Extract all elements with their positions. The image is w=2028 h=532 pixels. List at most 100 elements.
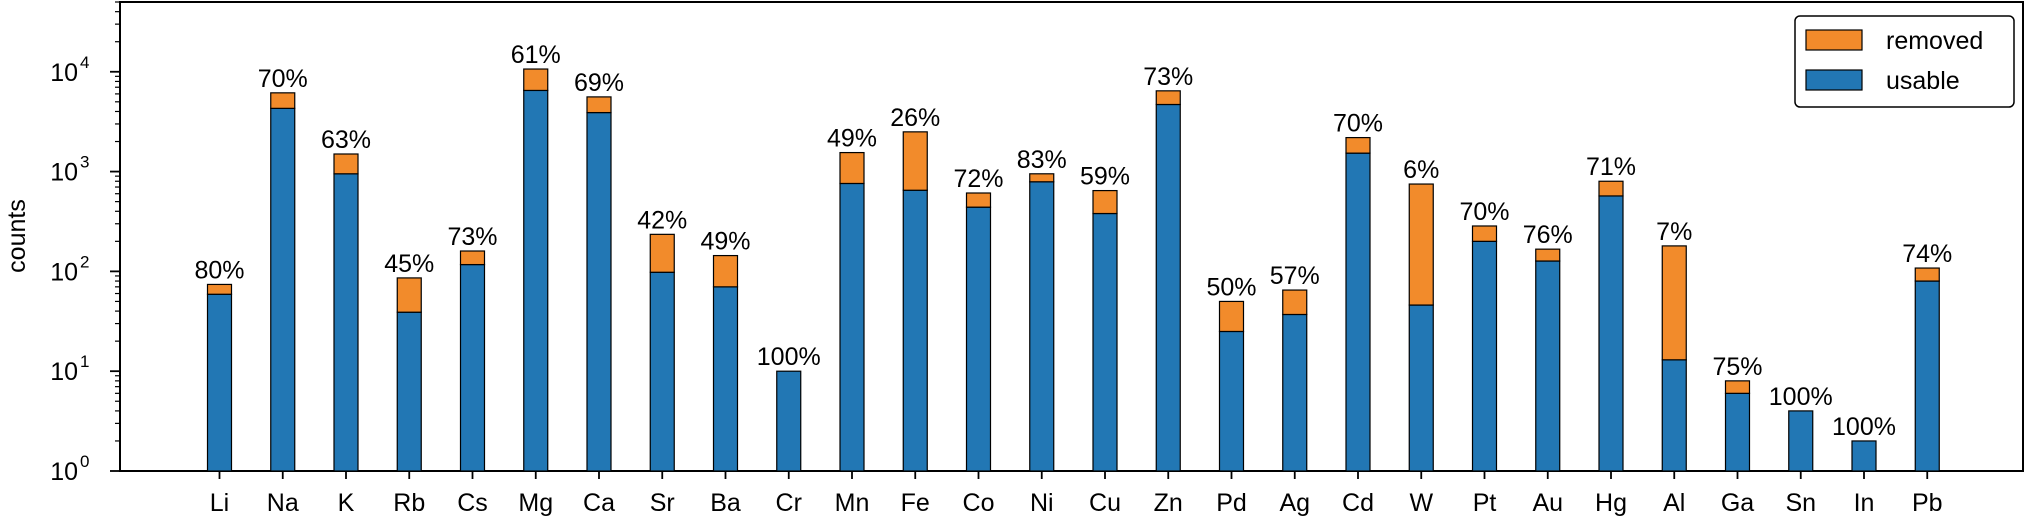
legend-label-usable: usable	[1886, 67, 1960, 95]
bar-removed-Ca	[586, 96, 612, 114]
y-tick-exponent: 0	[80, 452, 89, 471]
legend-swatch-usable	[1805, 69, 1863, 91]
bar-removed-Ag	[1282, 289, 1308, 316]
percent-label: 7%	[1656, 218, 1692, 246]
x-tick-label: Pd	[1216, 489, 1247, 517]
bar-usable-Pt	[1471, 240, 1498, 472]
percent-label: 42%	[637, 206, 687, 234]
bar-removed-Na	[270, 92, 296, 109]
bar-usable-Ni	[1029, 181, 1055, 472]
percent-label: 73%	[447, 223, 497, 251]
bar-removed-Rb	[396, 277, 422, 313]
y-tick-label: 10	[50, 358, 78, 386]
percent-label: 70%	[258, 65, 308, 93]
bar-removed-Al	[1661, 245, 1687, 361]
percent-label: 100%	[1832, 413, 1896, 441]
bar-usable-K	[333, 173, 359, 472]
percent-label: 26%	[890, 104, 940, 132]
x-tick-label: Ag	[1279, 489, 1310, 517]
bar-usable-Cr	[776, 370, 802, 472]
bar-removed-Cs	[459, 250, 486, 266]
bar-removed-W	[1408, 183, 1434, 306]
x-tick-label: Al	[1663, 489, 1685, 517]
y-tick-exponent: 3	[80, 153, 89, 172]
bar-usable-Ag	[1282, 313, 1308, 472]
percent-label: 72%	[953, 165, 1003, 193]
x-tick-label: Cu	[1089, 489, 1121, 517]
percent-label: 50%	[1206, 273, 1256, 301]
bar-usable-Sn	[1788, 410, 1814, 472]
bar-removed-Mn	[839, 151, 865, 185]
bar-usable-Cu	[1092, 212, 1118, 472]
x-tick-label: Mn	[835, 489, 870, 517]
x-tick-label: Ga	[1721, 489, 1754, 517]
bar-usable-Na	[270, 107, 296, 472]
labels: Li 80% Na 70% K 63% Rb 45% Cs 73% Mg 61% Ca 69% Sr 42% B…	[194, 41, 1952, 517]
bar-removed-Pd	[1218, 300, 1245, 333]
x-tick-label: Ni	[1030, 489, 1054, 517]
bar-removed-Au	[1535, 248, 1561, 262]
x-tick-label: Au	[1532, 489, 1563, 517]
percent-label: 100%	[757, 343, 821, 371]
percent-label: 45%	[384, 250, 434, 278]
bar-removed-Zn	[1155, 90, 1181, 106]
percent-label: 71%	[1586, 153, 1636, 181]
bar-removed-Pb	[1914, 267, 1940, 282]
x-tick-label: Hg	[1595, 489, 1627, 517]
percent-label: 73%	[1143, 63, 1193, 91]
x-tick-label: Cd	[1342, 489, 1374, 517]
x-tick-label: Pt	[1473, 489, 1497, 517]
x-tick-label: Sr	[650, 489, 675, 517]
bar-usable-Mn	[839, 182, 865, 472]
percent-label: 100%	[1769, 383, 1833, 411]
x-tick-label: Cr	[776, 489, 802, 517]
bar-usable-Co	[965, 206, 992, 472]
plot-frame	[119, 1, 2024, 472]
legend-swatch-removed	[1805, 29, 1863, 51]
bar-removed-Ni	[1029, 173, 1055, 183]
percent-label: 69%	[574, 69, 624, 97]
bar-removed-Pt	[1471, 225, 1498, 242]
percent-label: 61%	[511, 41, 561, 69]
x-tick-label: Rb	[393, 489, 425, 517]
percent-label: 70%	[1459, 198, 1509, 226]
percent-label: 49%	[700, 228, 750, 256]
bar-removed-Cd	[1345, 136, 1371, 154]
bar-removed-K	[333, 153, 359, 175]
legend: removed usable	[1794, 15, 2015, 108]
bar-usable-Ga	[1724, 392, 1751, 472]
bar-usable-Sr	[649, 271, 675, 472]
percent-label: 75%	[1712, 353, 1762, 381]
percent-label: 70%	[1333, 110, 1383, 138]
x-tick-label: Ca	[583, 489, 615, 517]
bars	[206, 68, 1940, 472]
x-tick-label: Cs	[457, 489, 488, 517]
bar-removed-Co	[965, 192, 992, 208]
x-tick-label: Sn	[1785, 489, 1816, 517]
y-axis-label: counts	[3, 199, 31, 273]
percent-label: 57%	[1270, 262, 1320, 290]
bar-usable-Cd	[1345, 152, 1371, 472]
percent-label: 80%	[194, 256, 244, 284]
bar-usable-In	[1851, 440, 1877, 472]
x-tick-label: Co	[963, 489, 995, 517]
bar-usable-Zn	[1155, 103, 1181, 472]
bar-removed-Hg	[1598, 180, 1624, 197]
percent-label: 59%	[1080, 163, 1130, 191]
bar-usable-Pd	[1218, 330, 1245, 472]
y-tick-exponent: 4	[80, 53, 89, 72]
bar-usable-Ba	[712, 286, 739, 472]
y-tick-label: 10	[50, 458, 78, 486]
bar-usable-Pb	[1914, 280, 1940, 472]
x-tick-label: Na	[267, 489, 299, 517]
legend-label-removed: removed	[1886, 27, 1983, 55]
bar-removed-Sr	[649, 233, 675, 273]
bar-removed-Li	[206, 283, 233, 295]
bar-usable-Al	[1661, 359, 1687, 472]
y-tick-label: 10	[50, 59, 78, 87]
bar-usable-Li	[206, 293, 233, 472]
y-tick-exponent: 1	[80, 352, 89, 371]
